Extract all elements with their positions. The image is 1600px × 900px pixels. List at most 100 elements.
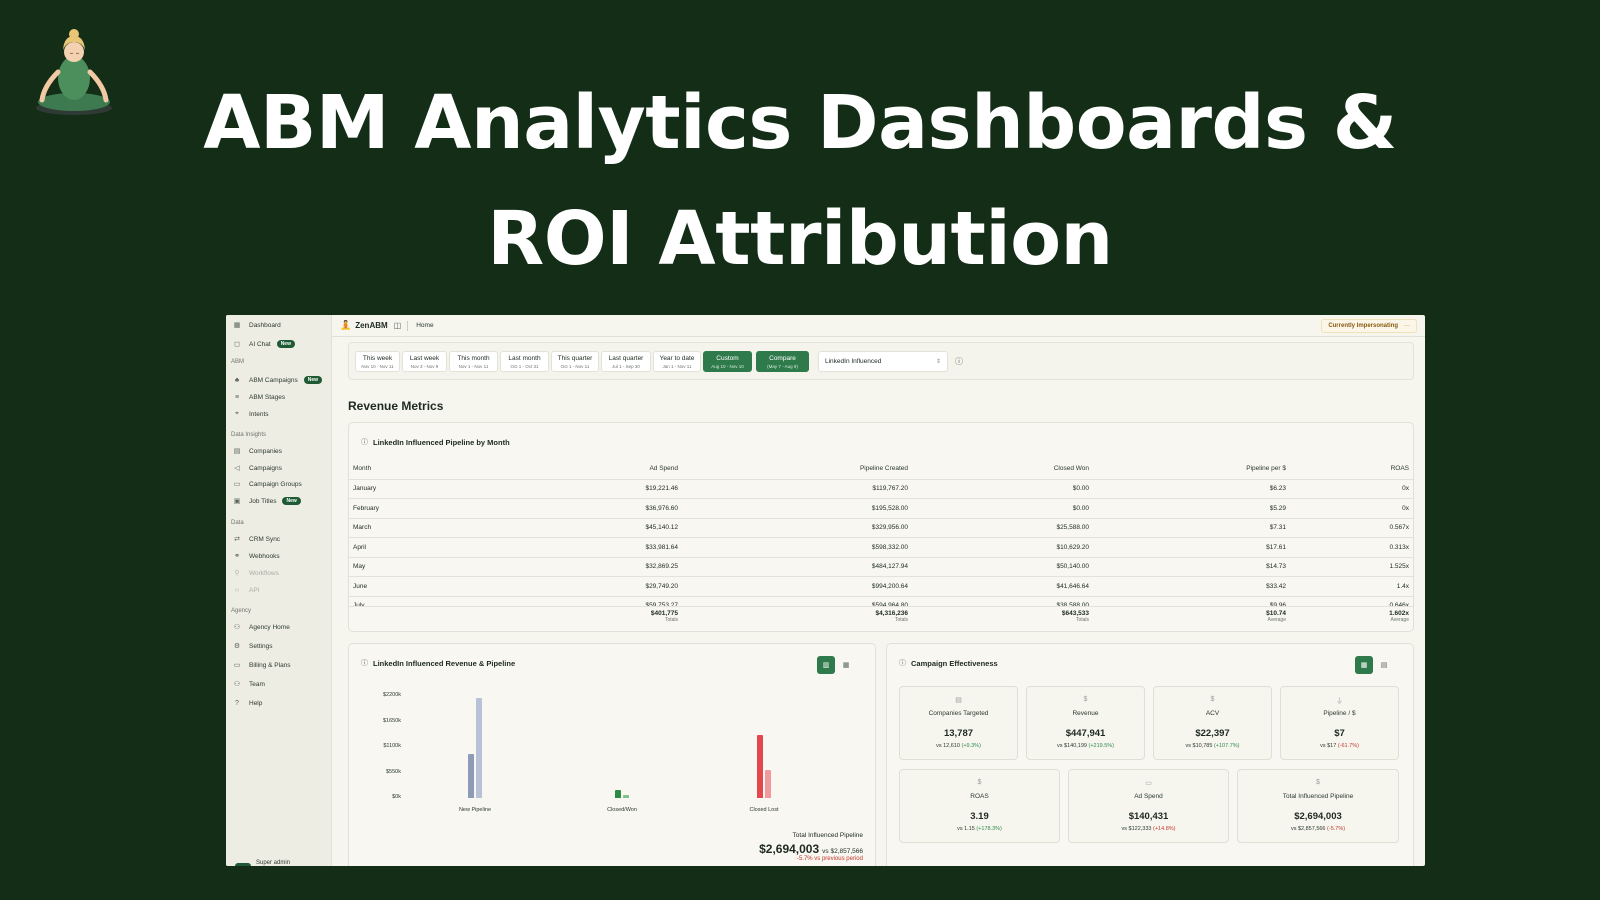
sidebar-item-dashboard[interactable]: ▦ Dashboard	[231, 318, 281, 332]
chart-bar-closed-won-1[interactable]	[615, 790, 621, 798]
metric-delta: (+219.5%)	[1088, 743, 1115, 749]
date-range-this-month[interactable]: This month Nov 1 - Nov 11	[449, 351, 498, 372]
date-range-dates: Jul 1 - Sep 30	[612, 364, 640, 369]
breadcrumb[interactable]: Home	[416, 322, 434, 329]
info-icon[interactable]: ⓘ	[361, 439, 368, 446]
card-title: ⓘ Campaign Effectiveness	[899, 658, 998, 668]
grid-view-toggle[interactable]: ▦	[1355, 656, 1373, 674]
sidebar-item-job-titles[interactable]: ▣ Job Titles New	[231, 494, 301, 508]
workflow-icon: ⚲	[234, 570, 240, 577]
info-icon[interactable]: ⓘ	[361, 660, 368, 667]
sidebar-item-crm-sync[interactable]: ⇄ CRM Sync	[231, 532, 280, 546]
sidebar-item-label: Webhooks	[249, 552, 280, 560]
column-header[interactable]: Closed Won	[912, 459, 1093, 480]
impersonating-badge[interactable]: Currently Impersonating ···	[1321, 319, 1417, 333]
metric-previous: vs $10,785	[1185, 743, 1213, 749]
metric-comparison: vs $2,857,566 (-5.7%)	[1238, 826, 1398, 832]
sidebar-item-agency-home[interactable]: ⚇ Agency Home	[231, 620, 290, 634]
total-label: Totals	[664, 617, 678, 623]
table-view-toggle[interactable]: ▦	[837, 656, 855, 674]
sidebar-item-help[interactable]: ? Help	[231, 696, 262, 710]
section-agency: Agency	[231, 608, 252, 614]
date-range-last-month[interactable]: Last month Oct 1 - Oct 31	[500, 351, 549, 372]
chart-bar-closed-won-2[interactable]	[623, 794, 629, 798]
sidebar-item-companies[interactable]: ▤ Companies	[231, 444, 282, 458]
sidebar-item-team[interactable]: ⚇ Team	[231, 677, 265, 691]
metric-previous: vs 1.15	[957, 826, 975, 832]
date-range-year-to-date[interactable]: Year to date Jan 1 - Nov 11	[653, 351, 701, 372]
table-cell: $33.42	[1093, 576, 1290, 597]
metric-previous: vs 12,610	[936, 743, 960, 749]
chart-view-toggle[interactable]: ▥	[817, 656, 835, 674]
sidebar-item-ai-chat[interactable]: ◻ AI Chat New	[231, 337, 295, 351]
sidebar-item-billing[interactable]: ▭ Billing & Plans	[231, 658, 291, 672]
date-range-this-quarter[interactable]: This quarter Oct 1 - Nov 11	[551, 351, 599, 372]
date-range-custom[interactable]: Custom Aug 10 - Nov 10	[703, 351, 752, 372]
table-cell: $5.29	[1093, 498, 1290, 519]
section-data: Data	[231, 520, 244, 526]
metric-total-influenced-pipeline: $ Total Influenced Pipeline $2,694,003 v…	[1237, 769, 1399, 843]
table-cell: $14.73	[1093, 557, 1290, 577]
date-range-label: Year to date	[659, 355, 695, 362]
sidebar-item-abm-stages[interactable]: ≡ ABM Stages	[231, 390, 285, 404]
user-label[interactable]: Super admin	[256, 860, 291, 866]
sidebar-item-abm-campaigns[interactable]: ♣ ABM Campaigns New	[231, 373, 323, 387]
y-tick-label: $2200k	[382, 692, 401, 698]
sidebar-item-label: ABM Stages	[249, 393, 286, 401]
column-header[interactable]: Pipeline per $	[1093, 459, 1290, 480]
brand-logo-icon: 🧘	[340, 320, 352, 330]
chart-bar-closed-lost-2[interactable]	[765, 770, 771, 798]
sidebar-item-label: Agency Home	[249, 623, 290, 631]
dollar-icon: $	[1210, 696, 1215, 703]
sidebar-item-intents[interactable]: ⌖ Intents	[231, 407, 269, 421]
compare-button[interactable]: Compare (May 7 - Aug 9)	[756, 351, 809, 372]
table-row: February $36,976.60 $195,528.00 $0.00 $5…	[349, 498, 1413, 519]
tooltip-title: Total Influenced Pipeline	[792, 832, 863, 839]
column-header[interactable]: Pipeline Created	[682, 459, 912, 480]
sidebar-toggle-icon[interactable]: ◫	[393, 321, 402, 330]
tooltip-value: $2,694,003 vs $2,857,566	[759, 842, 863, 856]
chart-bar-new-pipeline-2[interactable]	[476, 698, 482, 798]
table-cell: March	[349, 518, 461, 538]
sidebar-item-workflows: ⚲ Workflows	[231, 566, 278, 580]
sidebar-item-label: ABM Campaigns	[249, 376, 298, 384]
chart-bar-closed-lost-1[interactable]	[757, 735, 763, 798]
bar-chart-plot	[409, 696, 875, 798]
date-range-label: Last week	[409, 355, 440, 362]
table-cell: February	[349, 498, 461, 519]
chart-bar-new-pipeline-1[interactable]	[468, 753, 474, 798]
hero-title-line2: ROI Attribution	[487, 196, 1113, 282]
users-icon: ⚇	[233, 624, 241, 631]
info-icon[interactable]: ⓘ	[955, 357, 963, 366]
sidebar-item-webhooks[interactable]: ⚭ Webhooks	[231, 549, 280, 563]
filter-icon: ⏚	[1336, 698, 1343, 705]
category-label: Closed/Won	[607, 807, 637, 813]
new-badge: New	[303, 376, 323, 384]
card-title-text: LinkedIn Influenced Pipeline by Month	[373, 437, 510, 447]
date-range-this-week[interactable]: This week Nov 10 - Nov 11	[355, 351, 400, 372]
date-range-label: Last month	[508, 355, 541, 362]
meditating-mascot-illustration	[36, 29, 112, 115]
column-header[interactable]: Month	[349, 459, 461, 480]
date-range-last-quarter[interactable]: Last quarter Jul 1 - Sep 30	[601, 351, 651, 372]
table-view-toggle[interactable]: ▤	[1375, 656, 1393, 674]
column-header[interactable]: Ad Spend	[461, 459, 682, 480]
user-avatar[interactable]	[235, 863, 251, 866]
sidebar-item-label: Campaigns	[249, 464, 282, 472]
date-range-label: Custom	[716, 355, 739, 362]
sidebar-item-campaign-groups[interactable]: ▭ Campaign Groups	[231, 477, 302, 491]
id-card-icon: ▣	[233, 498, 241, 505]
date-range-last-week[interactable]: Last week Nov 3 - Nov 9	[402, 351, 447, 372]
column-header[interactable]: ROAS	[1290, 459, 1413, 480]
table-cell: $36,976.60	[461, 498, 682, 519]
sidebar-item-settings[interactable]: ⚙ Settings	[231, 639, 273, 653]
sidebar-item-campaigns[interactable]: ◁ Campaigns	[231, 461, 282, 475]
dashboard-screenshot: ▦ Dashboard ◻ AI Chat New ABM ♣ ABM Camp…	[226, 315, 1425, 866]
info-icon[interactable]: ⓘ	[899, 660, 906, 667]
attribution-select[interactable]: LinkedIn Influenced ⇕	[818, 351, 948, 372]
sidebar-item-label: AI Chat	[249, 340, 271, 348]
card-title-text: LinkedIn Influenced Revenue & Pipeline	[373, 658, 516, 668]
grid-icon: ▦	[1360, 662, 1368, 669]
brand-name[interactable]: ZenABM	[355, 321, 388, 330]
table-cell: 0x	[1290, 498, 1413, 519]
